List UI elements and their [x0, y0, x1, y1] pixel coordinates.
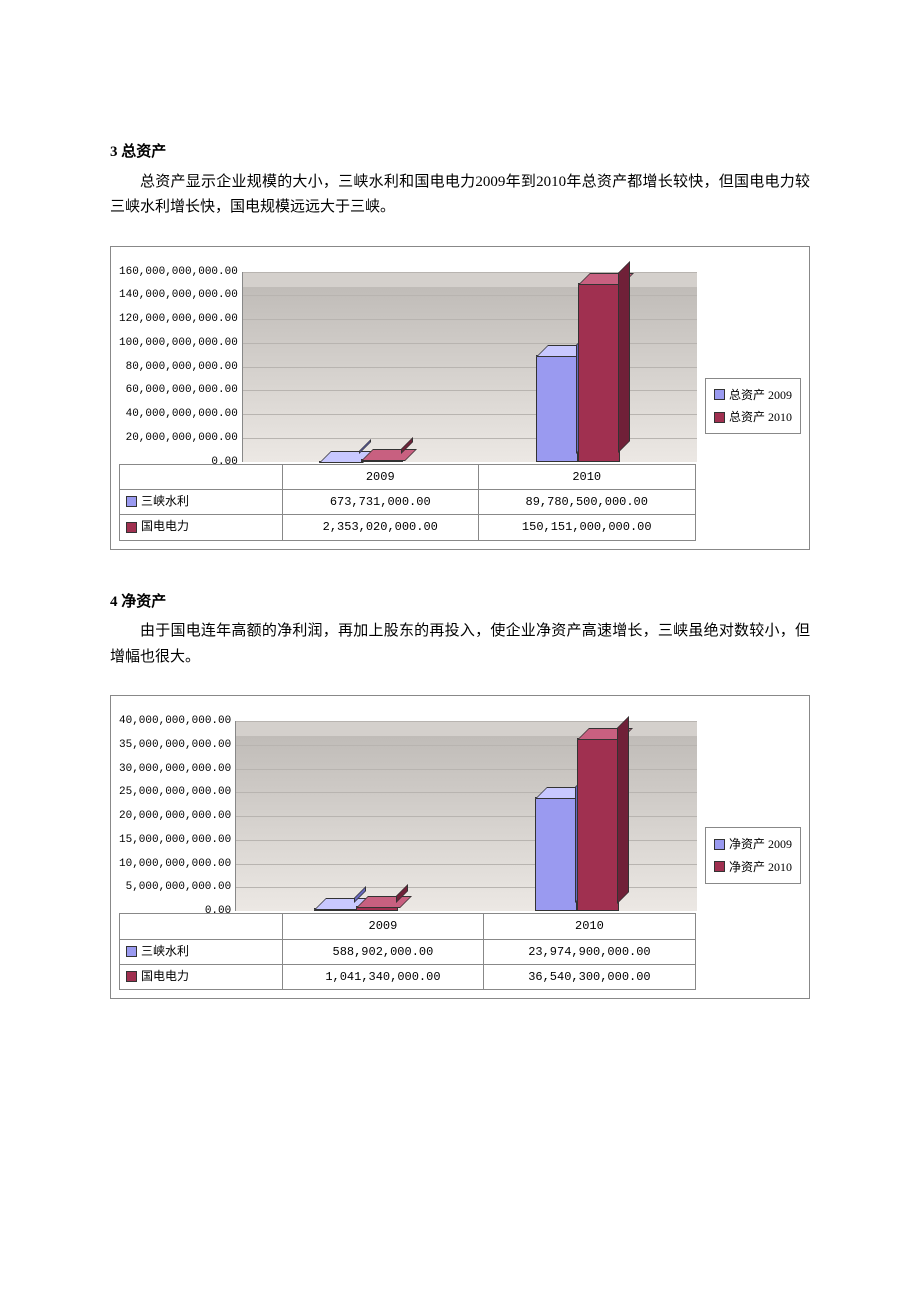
plot-area-2: [235, 721, 697, 911]
section-heading-2: 4 净资产: [110, 590, 810, 616]
section-heading-1: 3 总资产: [110, 140, 810, 166]
legend-1: 总资产 2009 总资产 2010: [705, 378, 801, 435]
data-table-2: 2009 2010 三峡水利 588,902,000.00 23,974,900…: [119, 913, 696, 990]
y-axis-2: 0.005,000,000,000.0010,000,000,000.0015,…: [119, 721, 235, 911]
chart-total-assets: 0.0020,000,000,000.0040,000,000,000.0060…: [110, 246, 810, 550]
plot-area-1: [242, 272, 697, 462]
section-body-2: 由于国电连年高额的净利润，再加上股东的再投入，使企业净资产高速增长，三峡虽绝对数…: [110, 619, 810, 670]
data-table-1: 2009 2010 三峡水利 673,731,000.00 89,780,500…: [119, 464, 696, 541]
chart-net-assets: 0.005,000,000,000.0010,000,000,000.0015,…: [110, 695, 810, 999]
y-axis-1: 0.0020,000,000,000.0040,000,000,000.0060…: [119, 272, 242, 462]
section-body-1: 总资产显示企业规模的大小，三峡水利和国电电力2009年到2010年总资产都增长较…: [110, 170, 810, 221]
legend-2: 净资产 2009 净资产 2010: [705, 827, 801, 884]
